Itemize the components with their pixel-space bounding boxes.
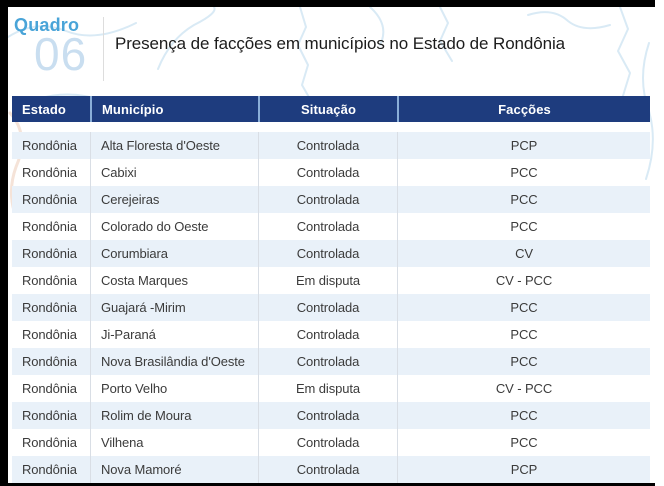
table-body: Rondônia Alta Floresta d'Oeste Controlada P… [12, 132, 650, 483]
figure-title: Presença de facções em municípios no Est… [115, 34, 565, 53]
faccoes-cell: CV - PCC [397, 375, 650, 402]
situacao-cell: Controlada [258, 321, 397, 348]
faccoes-cell: PCP [397, 132, 650, 159]
municipio-cell: Cerejeiras [90, 186, 258, 213]
situacao-cell: Em disputa [258, 267, 397, 294]
situacao-cell: Em disputa [258, 375, 397, 402]
faccoes-cell: PCP [397, 456, 650, 483]
situacao-cell: Controlada [258, 132, 397, 159]
estado-cell: Rondônia [22, 327, 77, 342]
situacao-cell: Controlada [258, 402, 397, 429]
column-header-estado: Estado [22, 101, 66, 117]
faccoes-cell: PCC [397, 402, 650, 429]
estado-cell: Rondônia [22, 246, 77, 261]
municipio-cell: Alta Floresta d'Oeste [90, 132, 258, 159]
situacao-cell: Controlada [258, 294, 397, 321]
municipio-cell: Nova Mamoré [90, 456, 258, 483]
table-row: Rondônia Rolim de Moura Controlada PCC [12, 402, 650, 429]
table-row: Rondônia Porto Velho Em disputa CV - PCC [12, 375, 650, 402]
municipio-cell: Vilhena [90, 429, 258, 456]
header-divider [103, 17, 104, 81]
table-row: Rondônia Ji-Paraná Controlada PCC [12, 321, 650, 348]
faccoes-cell: CV - PCC [397, 267, 650, 294]
table-row: Rondônia Nova Brasilândia d'Oeste Controla… [12, 348, 650, 375]
table-row: Rondônia Cerejeiras Controlada PCC [12, 186, 650, 213]
municipio-cell: Cabixi [90, 159, 258, 186]
faccoes-cell: PCC [397, 321, 650, 348]
estado-cell: Rondônia [22, 300, 77, 315]
faccoes-cell: PCC [397, 429, 650, 456]
table-row: Rondônia Colorado do Oeste Controlada PCC [12, 213, 650, 240]
situacao-cell: Controlada [258, 348, 397, 375]
situacao-cell: Controlada [258, 213, 397, 240]
table-row: Rondônia Nova Mamoré Controlada PCP [12, 456, 650, 483]
estado-cell: Rondônia [22, 192, 77, 207]
faccoes-cell: PCC [397, 186, 650, 213]
estado-cell: Rondônia [22, 435, 77, 450]
municipio-cell: Porto Velho [90, 375, 258, 402]
situacao-cell: Controlada [258, 456, 397, 483]
column-header-situacao: Situação [258, 96, 397, 122]
faccoes-cell: PCC [397, 213, 650, 240]
faccoes-cell: CV [397, 240, 650, 267]
municipio-cell: Guajará -Mirim [90, 294, 258, 321]
factions-table: Estado Município Situação Facções Rondôn… [12, 96, 650, 483]
faccoes-cell: PCC [397, 294, 650, 321]
table-row: Rondônia Vilhena Controlada PCC [12, 429, 650, 456]
municipio-cell: Colorado do Oeste [90, 213, 258, 240]
table-row: Rondônia Cabixi Controlada PCC [12, 159, 650, 186]
municipio-cell: Corumbiara [90, 240, 258, 267]
estado-cell: Rondônia [22, 273, 77, 288]
estado-cell: Rondônia [22, 408, 77, 423]
column-header-municipio: Município [90, 96, 258, 122]
faccoes-cell: PCC [397, 159, 650, 186]
table-row: Rondônia Alta Floresta d'Oeste Controlada P… [12, 132, 650, 159]
situacao-cell: Controlada [258, 159, 397, 186]
table-row: Rondônia Guajará -Mirim Controlada PCC [12, 294, 650, 321]
faccoes-cell: PCC [397, 348, 650, 375]
column-header-faccoes: Facções [397, 96, 650, 122]
estado-cell: Rondônia [22, 138, 77, 153]
municipio-cell: Costa Marques [90, 267, 258, 294]
estado-cell: Rondônia [22, 381, 77, 396]
situacao-cell: Controlada [258, 429, 397, 456]
figure-header: Quadro 06 Presença de facções em municíp… [8, 7, 655, 96]
right-margin-strip [655, 0, 664, 486]
estado-cell: Rondônia [22, 165, 77, 180]
figure-content: Quadro 06 Presença de facções em municíp… [8, 7, 655, 483]
estado-cell: Rondônia [22, 462, 77, 477]
table-row: Rondônia Corumbiara Controlada CV [12, 240, 650, 267]
estado-cell: Rondônia [22, 354, 77, 369]
municipio-cell: Ji-Paraná [90, 321, 258, 348]
figure-number: 06 [34, 28, 88, 80]
table-header-row: Estado Município Situação Facções [12, 96, 650, 122]
municipio-cell: Rolim de Moura [90, 402, 258, 429]
figure-kicker: Quadro [14, 15, 80, 35]
table-row: Rondônia Costa Marques Em disputa CV - PCC [12, 267, 650, 294]
situacao-cell: Controlada [258, 240, 397, 267]
municipio-cell: Nova Brasilândia d'Oeste [90, 348, 258, 375]
estado-cell: Rondônia [22, 219, 77, 234]
situacao-cell: Controlada [258, 186, 397, 213]
